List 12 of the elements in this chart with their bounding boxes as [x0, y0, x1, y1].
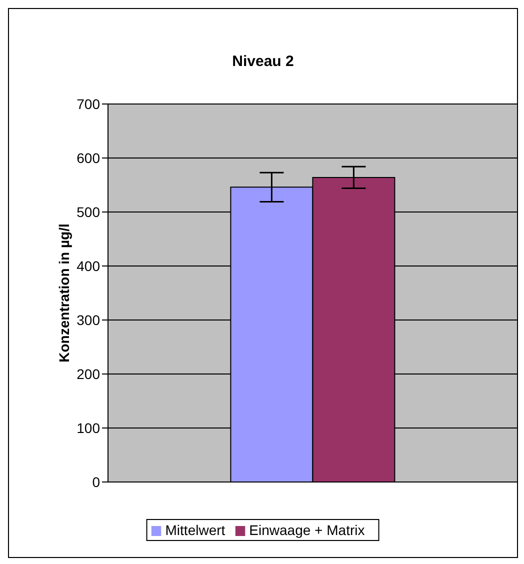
y-axis-title: Konzentration in µg/l [56, 224, 72, 362]
y-tick-label: 700 [76, 96, 100, 112]
chart-title: Niveau 2 [231, 53, 295, 70]
legend-label: Mittelwert [165, 522, 226, 538]
y-tick-label: 300 [76, 312, 100, 328]
y-tick-label: 600 [76, 150, 100, 166]
y-tick-label: 500 [76, 204, 100, 220]
y-tick-label: 200 [76, 366, 100, 382]
y-tick-label: 100 [76, 420, 100, 436]
y-tick-label: 0 [92, 474, 100, 490]
legend-label: Einwaage + Matrix [249, 522, 365, 538]
y-tick-label: 400 [76, 258, 100, 274]
